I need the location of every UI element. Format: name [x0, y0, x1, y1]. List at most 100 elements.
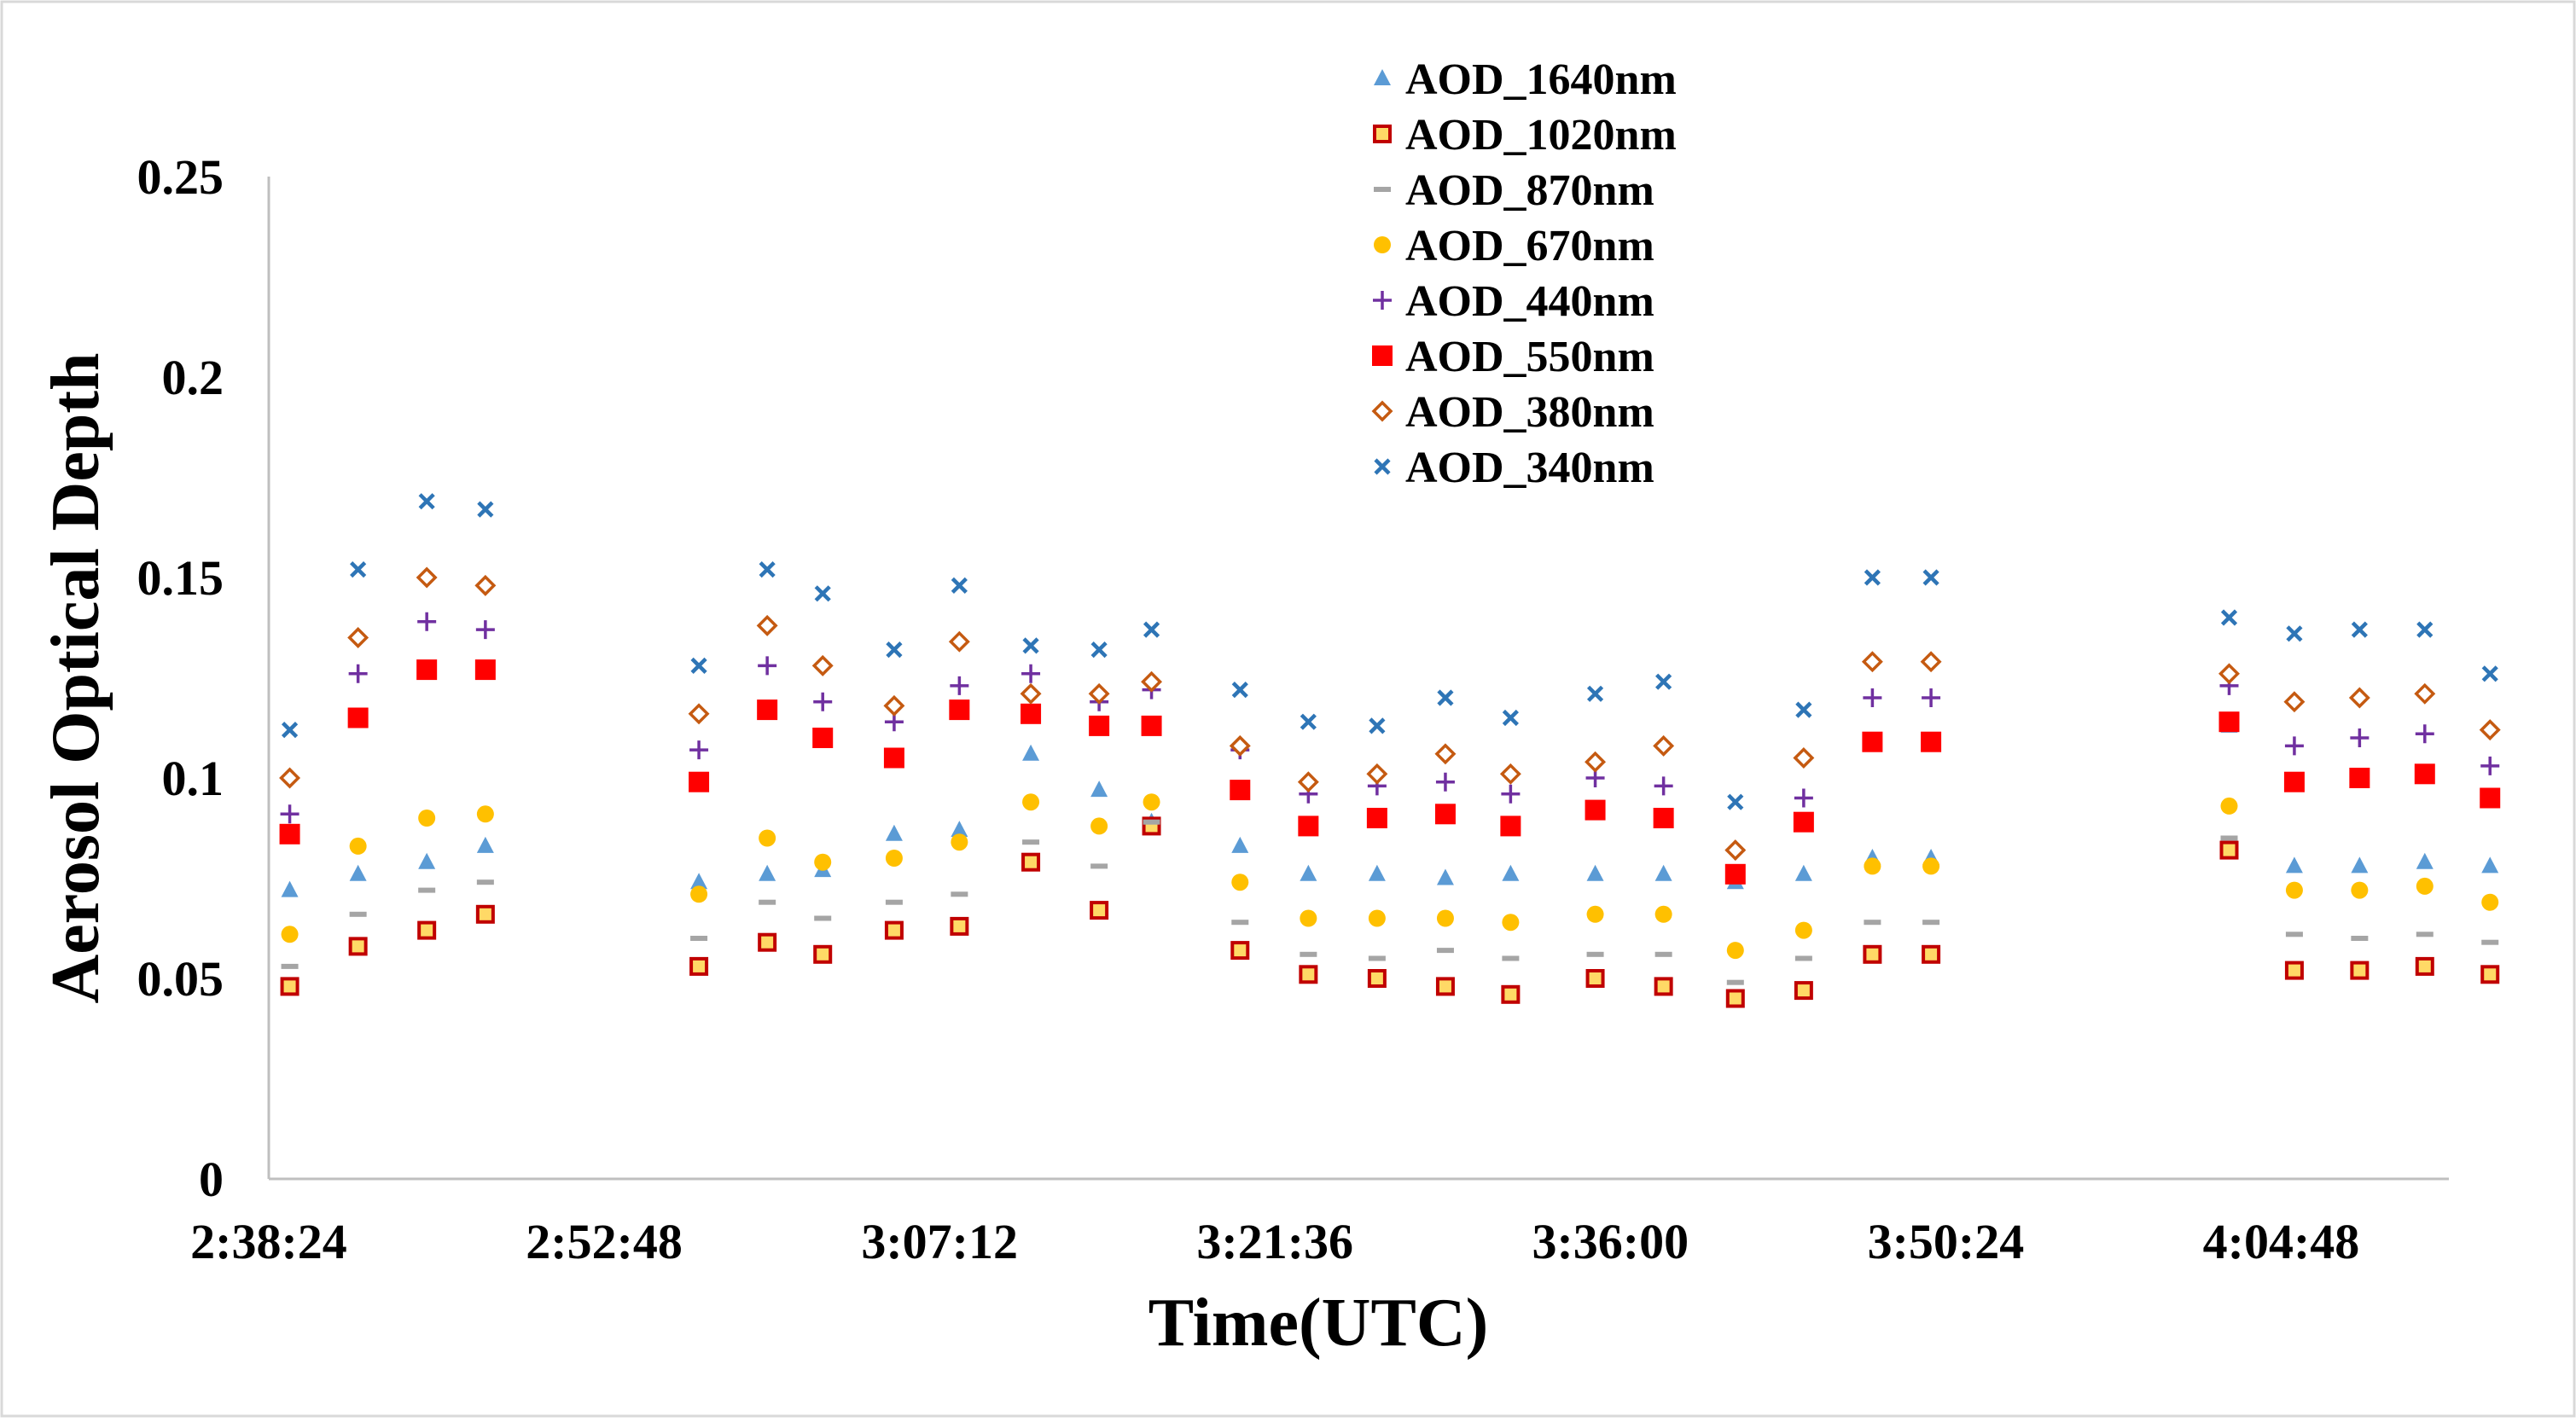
x-tick-labels: 2:38:24 2:52:48 3:07:12 3:21:36 3:36:00 3:50:…: [190, 1214, 2359, 1269]
data-point: [416, 566, 438, 589]
data-point: [281, 963, 299, 969]
data-point: [1502, 914, 1520, 932]
y-tick-label: 0.05: [137, 951, 224, 1007]
series-aod-870nm: [281, 819, 2499, 985]
data-point: [812, 728, 834, 748]
data-point: [951, 891, 968, 897]
data-point: [347, 707, 369, 728]
legend-marker-icon: [1372, 345, 1393, 366]
data-point: [811, 654, 834, 676]
data-point: [884, 920, 904, 940]
data-point: [1088, 682, 1110, 705]
data-point: [349, 911, 367, 917]
data-point: [1862, 731, 1883, 752]
data-point: [418, 852, 436, 869]
data-point: [1794, 788, 1813, 808]
data-point: [2220, 835, 2238, 841]
data-point: [279, 767, 301, 789]
data-point: [1435, 772, 1455, 792]
data-point: [759, 561, 776, 578]
data-point: [2481, 939, 2499, 945]
data-point: [418, 887, 436, 893]
y-tick-label: 0.2: [162, 350, 224, 405]
data-point: [474, 574, 497, 596]
data-point: [885, 850, 903, 867]
data-point: [885, 899, 903, 905]
x-tick-label: 3:36:00: [1532, 1214, 1689, 1269]
data-point: [2220, 609, 2238, 626]
legend-label: AOD_870nm: [1405, 166, 1654, 215]
legend-marker-icon: [1374, 69, 1391, 85]
data-point: [1500, 815, 1521, 837]
data-point: [689, 771, 710, 792]
data-point: [348, 664, 368, 683]
data-point: [1920, 651, 1942, 673]
data-point: [349, 837, 367, 855]
data-point: [2416, 932, 2434, 937]
y-tick-label: 0.25: [137, 149, 224, 205]
data-point: [1298, 815, 1319, 837]
data-point: [883, 747, 904, 769]
data-point: [1022, 839, 1040, 845]
data-point: [948, 630, 970, 653]
data-point: [1300, 909, 1317, 927]
data-point: [1727, 793, 1744, 810]
legend-label: AOD_340nm: [1405, 444, 1654, 492]
x-tick-label: 3:50:24: [1868, 1214, 2025, 1269]
data-point: [1793, 747, 1815, 769]
data-point: [281, 722, 299, 739]
data-point: [2219, 840, 2239, 860]
data-point: [1501, 784, 1521, 804]
data-point: [1297, 771, 1319, 793]
data-point: [951, 833, 968, 851]
data-point: [883, 694, 905, 717]
data-point: [1230, 941, 1250, 961]
data-point: [1300, 713, 1317, 730]
data-point: [1143, 621, 1160, 638]
data-point: [2283, 771, 2305, 792]
data-point: [1922, 857, 1940, 875]
data-point: [1725, 989, 1745, 1008]
data-point: [690, 885, 708, 903]
data-point: [349, 864, 367, 881]
legend-item: AOD_440nm: [1373, 277, 1654, 326]
data-point: [2218, 663, 2240, 685]
data-point: [1794, 955, 1812, 961]
data-point: [1300, 951, 1317, 957]
data-point: [1022, 744, 1040, 761]
data-point: [1369, 717, 1386, 734]
data-point: [758, 656, 777, 676]
data-point: [689, 956, 709, 976]
data-point: [886, 641, 903, 659]
data-point: [348, 937, 368, 956]
legend-label: AOD_1640nm: [1405, 55, 1677, 104]
data-point: [2414, 763, 2435, 785]
legend-marker-icon: [1373, 125, 1392, 143]
data-point: [1653, 808, 1674, 828]
data-point: [1655, 673, 1672, 690]
legend: AOD_1640nm AOD_1020nm AOD_870nm AOD_670nm AO…: [1371, 55, 1677, 492]
data-point: [1922, 944, 1941, 964]
data-point: [1143, 793, 1160, 811]
data-point: [1793, 811, 1814, 833]
data-point: [476, 836, 494, 853]
data-point: [1586, 864, 1604, 881]
data-point: [2351, 881, 2369, 899]
data-point: [1434, 743, 1457, 765]
data-point: [1434, 804, 1456, 825]
y-tick-label: 0.15: [137, 550, 224, 606]
data-point: [2481, 856, 2499, 874]
data-point: [951, 577, 968, 594]
data-point: [2480, 787, 2501, 809]
legend-marker-icon: [1371, 400, 1393, 422]
legend-item: AOD_870nm: [1374, 166, 1654, 215]
data-point: [2481, 893, 2499, 911]
series-aod-1020nm: [280, 816, 2500, 1008]
legend-item: AOD_1640nm: [1374, 55, 1677, 104]
data-point: [2351, 621, 2368, 638]
data-point: [1231, 836, 1249, 853]
data-point: [1863, 688, 1882, 707]
data-point: [1435, 977, 1455, 996]
data-point: [814, 915, 832, 921]
data-point: [475, 904, 495, 924]
